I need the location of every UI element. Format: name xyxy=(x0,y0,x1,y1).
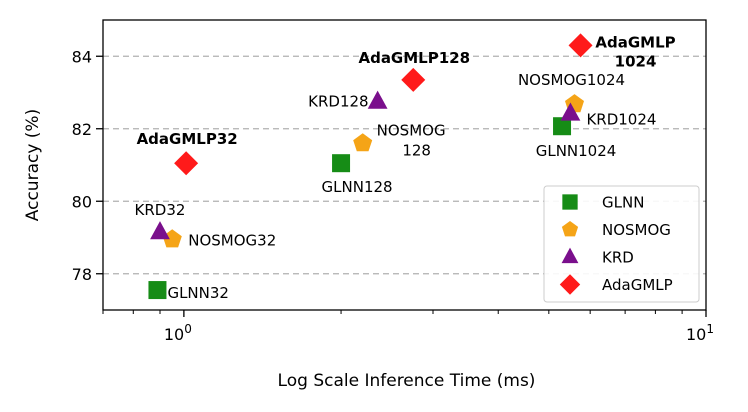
y-tick-label: 80 xyxy=(72,192,92,211)
marker-adagmlp xyxy=(401,67,426,92)
data-points xyxy=(148,33,593,300)
marker-adagmlp xyxy=(568,33,593,58)
point-label: GLNN32 xyxy=(167,284,229,302)
y-tick-label: 82 xyxy=(72,120,92,139)
point-label: KRD1024 xyxy=(586,111,656,129)
marker-glnn xyxy=(148,281,167,300)
legend-label: KRD xyxy=(602,249,634,267)
point-label: NOSMOG32 xyxy=(188,231,276,249)
legend-label: GLNN xyxy=(602,194,644,212)
marker-krd xyxy=(560,102,581,121)
point-label: KRD32 xyxy=(135,201,186,219)
point-label: GLNN1024 xyxy=(536,142,617,160)
axes: 78 80 82 84 100 101 xyxy=(72,19,714,344)
point-label: AdaGMLP128 xyxy=(358,49,470,67)
marker-krd xyxy=(367,90,388,109)
legend-marker-glnn xyxy=(562,194,578,210)
point-label: NOSMOG1024 xyxy=(518,71,625,89)
x-tick-label: 100 xyxy=(164,322,192,344)
y-axis-title: Accuracy (%) xyxy=(23,109,43,221)
marker-nosmog xyxy=(162,229,182,248)
point-label: GLNN128 xyxy=(322,178,393,196)
y-tick-label: 78 xyxy=(72,265,92,284)
x-tick-label: 101 xyxy=(686,322,714,344)
marker-krd xyxy=(150,221,170,240)
x-axis-title: Log Scale Inference Time (ms) xyxy=(278,371,536,391)
marker-glnn xyxy=(553,117,572,136)
marker-glnn xyxy=(332,154,351,173)
legend-box xyxy=(543,185,700,303)
point-label: AdaGMLP 1024 xyxy=(595,33,675,70)
point-labels: GLNN32 GLNN128 GLNN1024 NOSMOG32 NOSMOG 128 NO… xyxy=(135,33,676,302)
legend-marker-nosmog xyxy=(561,221,579,237)
marker-nosmog xyxy=(353,133,373,152)
point-label: KRD128 xyxy=(308,93,368,111)
marker-adagmlp xyxy=(174,151,199,176)
legend-marker-adagmlp xyxy=(559,274,581,295)
y-tick-label: 84 xyxy=(72,47,92,66)
point-label: AdaGMLP32 xyxy=(137,130,238,148)
legend-label: AdaGMLP xyxy=(602,276,673,294)
legend: GLNN NOSMOG KRD AdaGMLP xyxy=(543,185,700,303)
legend-marker-krd xyxy=(561,247,579,264)
plot-frame xyxy=(102,19,707,311)
point-label: NOSMOG 128 xyxy=(377,121,446,159)
legend-label: NOSMOG xyxy=(602,221,671,239)
